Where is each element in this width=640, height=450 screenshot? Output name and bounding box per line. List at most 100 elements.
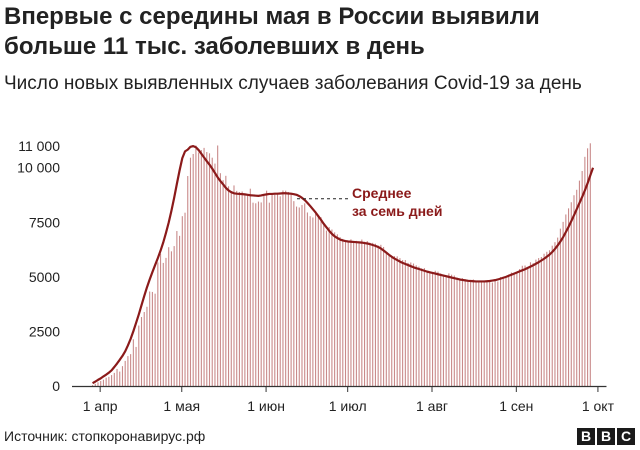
daily-bar	[154, 293, 156, 386]
y-tick-label: 11 000	[18, 138, 60, 154]
daily-bar	[576, 189, 578, 386]
bbc-logo-letter: C	[617, 428, 635, 445]
daily-bar	[505, 277, 507, 386]
daily-bar	[328, 227, 330, 386]
daily-bar	[459, 278, 461, 386]
daily-bar	[331, 229, 333, 386]
daily-bar	[353, 241, 355, 386]
daily-bar	[287, 191, 289, 386]
daily-bar	[497, 281, 499, 386]
daily-bar	[200, 150, 202, 386]
daily-bar	[97, 382, 99, 386]
daily-bar	[181, 216, 183, 386]
daily-bar	[151, 291, 153, 386]
daily-bar	[195, 145, 197, 386]
daily-bar	[383, 246, 385, 386]
daily-bar	[228, 186, 230, 386]
daily-bar	[489, 280, 491, 386]
y-tick-label: 10 000	[17, 160, 60, 176]
daily-bar	[282, 190, 284, 386]
daily-bar	[440, 273, 442, 386]
daily-bar	[189, 157, 192, 386]
daily-bar	[127, 356, 129, 386]
bbc-logo-letter: B	[597, 428, 615, 445]
y-axis: 0 2500 5000 7500 10 000 11 000	[17, 138, 60, 394]
daily-bar	[513, 272, 515, 386]
x-axis: 1 апр 1 мая 1 июн 1 июл 1 авг 1 сен 1 окт	[72, 385, 615, 414]
daily-bar	[502, 276, 504, 386]
daily-bar	[529, 262, 532, 386]
daily-bar	[100, 380, 102, 386]
daily-bar	[527, 267, 529, 386]
daily-bar	[442, 275, 444, 386]
daily-bar	[557, 237, 559, 386]
daily-bar	[475, 280, 477, 386]
daily-bar	[225, 175, 227, 386]
daily-bar	[478, 281, 480, 386]
daily-bar	[233, 185, 235, 386]
daily-bar	[521, 265, 523, 386]
daily-bar	[312, 217, 314, 386]
daily-bar	[214, 163, 216, 386]
y-tick-label: 2500	[29, 323, 60, 339]
daily-bar	[532, 263, 534, 386]
daily-bar	[410, 262, 412, 386]
daily-bar	[445, 275, 447, 386]
daily-bar	[241, 191, 243, 386]
daily-bar	[519, 269, 521, 386]
daily-bar	[339, 237, 341, 386]
daily-bar	[540, 257, 542, 386]
daily-bar	[306, 212, 308, 386]
daily-bar	[255, 203, 257, 386]
daily-bar	[369, 242, 371, 386]
seven-day-average	[92, 145, 595, 385]
daily-bar	[325, 230, 328, 386]
daily-bar	[105, 377, 107, 386]
daily-bar	[184, 212, 186, 386]
daily-bar	[140, 317, 143, 386]
daily-bar	[206, 152, 208, 386]
daily-bar	[179, 235, 181, 386]
daily-bar	[486, 281, 488, 386]
daily-bar	[94, 383, 96, 386]
daily-bar	[554, 242, 556, 386]
daily-bar	[157, 262, 159, 386]
daily-bar	[168, 247, 170, 386]
daily-bar	[548, 250, 551, 386]
daily-cases-chart: 0 2500 5000 7500 10 000 11 000 1 апр 1 мая 1 ию…	[17, 138, 615, 414]
daily-bar	[263, 194, 265, 386]
daily-bar	[546, 251, 548, 386]
daily-bar	[559, 228, 561, 386]
x-tick-label: 1 июл	[329, 398, 367, 414]
daily-bar	[573, 195, 575, 386]
daily-bar	[211, 157, 213, 386]
daily-bar	[388, 255, 390, 386]
daily-bar	[448, 273, 450, 386]
daily-bar	[247, 194, 249, 386]
daily-bar	[320, 217, 322, 386]
daily-bar	[570, 202, 572, 386]
daily-bar	[421, 268, 423, 386]
daily-bar	[268, 202, 270, 386]
daily-bar	[116, 368, 118, 386]
daily-bar	[244, 193, 246, 386]
daily-bar	[296, 206, 298, 386]
daily-bar	[366, 241, 368, 386]
daily-bar	[113, 372, 115, 386]
daily-bar	[407, 262, 409, 386]
daily-bar	[393, 256, 396, 386]
average-annotation: Среднее за семь дней	[297, 185, 442, 219]
daily-bar	[162, 262, 164, 386]
daily-bar	[500, 277, 502, 386]
daily-bar	[203, 147, 205, 386]
daily-bar	[350, 239, 352, 386]
daily-bar	[121, 366, 124, 386]
daily-bar	[494, 280, 496, 386]
daily-bar	[315, 214, 317, 386]
x-tick-label: 1 авг	[416, 398, 448, 414]
daily-bar	[426, 271, 428, 386]
chart-subtitle: Число новых выявленных случаев заболеван…	[4, 73, 582, 94]
daily-bar	[451, 274, 453, 386]
daily-bar	[418, 266, 420, 386]
